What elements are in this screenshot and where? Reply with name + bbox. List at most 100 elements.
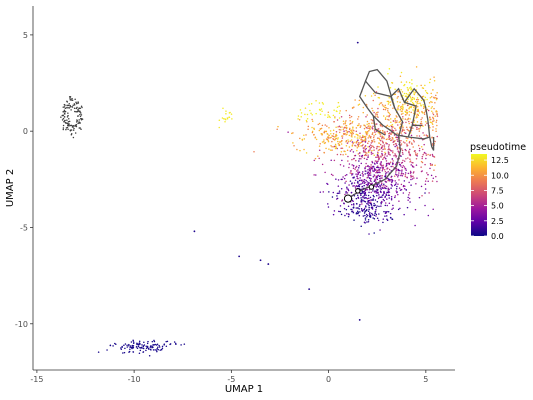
data-point xyxy=(385,165,387,168)
data-point xyxy=(420,145,423,148)
data-point xyxy=(410,176,413,178)
data-point xyxy=(370,177,372,180)
data-point xyxy=(340,129,342,131)
cluster-yellow-strip xyxy=(297,100,341,122)
data-point xyxy=(157,348,159,351)
data-point xyxy=(435,130,437,133)
data-point xyxy=(396,138,398,141)
data-point xyxy=(154,349,156,351)
data-point xyxy=(406,144,409,147)
data-point xyxy=(363,194,365,197)
data-point xyxy=(355,207,358,209)
data-point xyxy=(367,154,369,156)
data-point xyxy=(389,113,391,116)
data-point xyxy=(376,169,379,172)
data-point xyxy=(435,128,437,130)
data-point xyxy=(377,151,379,153)
data-point xyxy=(378,177,381,180)
data-point xyxy=(355,159,357,162)
data-point xyxy=(357,197,360,199)
data-point xyxy=(392,107,394,109)
data-point xyxy=(337,101,340,104)
data-point xyxy=(356,41,359,44)
data-point xyxy=(380,188,382,190)
data-point xyxy=(418,130,421,132)
data-point xyxy=(385,212,387,214)
data-point xyxy=(77,108,79,111)
data-point xyxy=(120,347,122,349)
data-point xyxy=(371,140,374,142)
data-point xyxy=(349,127,351,130)
data-point xyxy=(225,112,227,115)
data-point xyxy=(369,183,372,185)
data-point xyxy=(68,102,70,105)
data-point xyxy=(390,165,392,168)
data-point xyxy=(357,169,359,171)
data-point xyxy=(66,124,69,127)
data-point xyxy=(310,112,312,115)
data-point xyxy=(388,178,390,180)
data-point xyxy=(79,113,81,116)
data-point xyxy=(432,208,434,211)
data-point xyxy=(323,152,326,154)
data-point xyxy=(398,187,401,189)
cluster-yellow-green-small xyxy=(218,107,233,129)
data-point xyxy=(324,124,326,126)
data-point xyxy=(384,148,386,150)
data-point xyxy=(146,345,149,348)
data-point xyxy=(374,210,377,213)
data-point xyxy=(381,129,384,132)
data-point xyxy=(336,153,339,156)
data-point xyxy=(379,148,381,151)
data-point xyxy=(69,106,72,108)
y-axis-title: UMAP 2 xyxy=(5,169,16,207)
data-point xyxy=(363,182,366,184)
data-point xyxy=(436,124,438,127)
data-point xyxy=(345,109,347,112)
data-point xyxy=(223,118,225,120)
data-point xyxy=(367,156,369,159)
data-point xyxy=(374,163,376,165)
data-point xyxy=(314,136,317,139)
data-point xyxy=(406,109,408,112)
data-point xyxy=(146,342,149,345)
data-point xyxy=(342,123,345,125)
data-point xyxy=(416,177,418,179)
data-point xyxy=(415,117,417,119)
data-point xyxy=(371,168,374,170)
data-point xyxy=(392,151,394,154)
data-point xyxy=(327,139,329,142)
data-point xyxy=(386,115,388,118)
data-point xyxy=(373,140,376,143)
data-point xyxy=(347,139,349,141)
data-point xyxy=(408,197,411,200)
data-point xyxy=(287,131,289,133)
data-point xyxy=(376,217,379,219)
data-point xyxy=(370,164,372,166)
data-point xyxy=(362,149,365,152)
data-point xyxy=(338,117,341,119)
data-point xyxy=(416,116,419,118)
data-point xyxy=(405,126,408,129)
data-point xyxy=(218,119,221,121)
data-point xyxy=(375,160,378,163)
data-point xyxy=(360,125,362,127)
legend-tick-label: 2.5 xyxy=(491,217,504,226)
data-point xyxy=(390,196,393,198)
data-point xyxy=(333,109,335,111)
data-point xyxy=(425,152,427,155)
data-point xyxy=(365,213,368,216)
data-point xyxy=(73,127,75,130)
trajectory-layer xyxy=(343,68,435,203)
data-point xyxy=(423,111,426,114)
data-point xyxy=(311,131,314,134)
data-point xyxy=(400,174,402,177)
data-point xyxy=(372,194,375,197)
data-point xyxy=(378,205,380,208)
data-point xyxy=(386,198,388,200)
data-point xyxy=(77,115,79,117)
data-point xyxy=(351,173,354,175)
data-point xyxy=(154,343,157,346)
data-point xyxy=(349,120,351,122)
data-point xyxy=(381,196,383,198)
